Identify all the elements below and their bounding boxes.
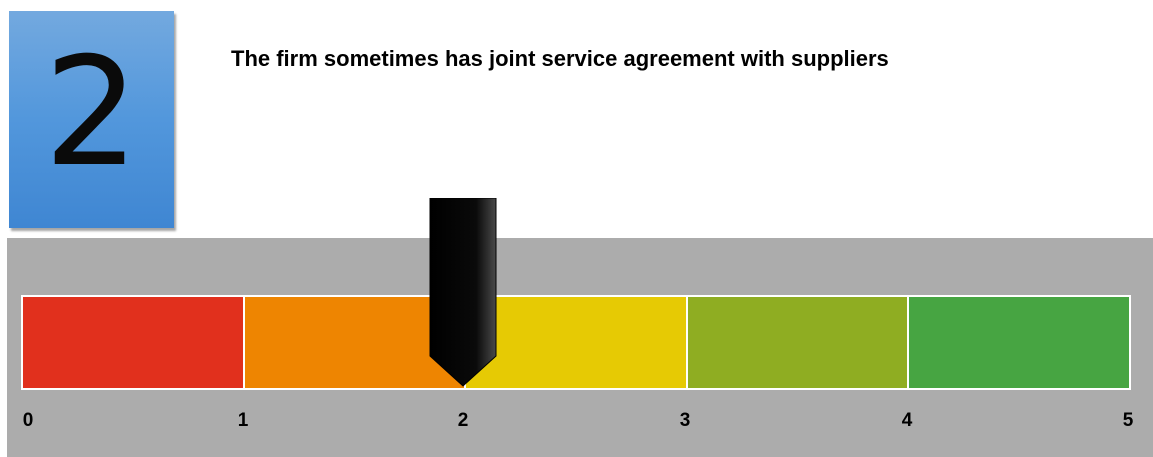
tick-label-0: 0: [22, 410, 34, 431]
gauge-pointer: [429, 198, 497, 387]
tick-label-5: 5: [1122, 410, 1134, 431]
scale-segment-2-3: [466, 295, 688, 390]
scale-bar: [21, 295, 1131, 390]
scale-segment-3-4: [687, 295, 910, 390]
scale-segment-4-5: [909, 295, 1131, 390]
tick-label-1: 1: [237, 410, 249, 431]
statement-text: The firm sometimes has joint service agr…: [231, 46, 889, 71]
tick-label-3: 3: [679, 410, 691, 431]
tick-label-2: 2: [457, 410, 469, 431]
scale-segment-1-2: [244, 295, 467, 390]
scale-segment-0-1: [21, 295, 245, 390]
tick-label-4: 4: [901, 410, 913, 431]
score-box: 2: [9, 11, 174, 228]
score-value: 2: [43, 25, 140, 200]
